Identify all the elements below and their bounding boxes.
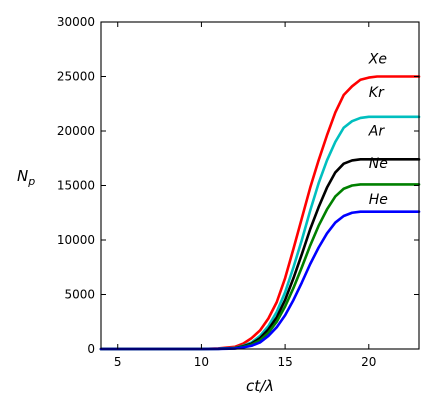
series-line-kr bbox=[99, 115, 421, 351]
series-label-he: He bbox=[369, 192, 388, 208]
y-axis-label: Np bbox=[17, 167, 35, 188]
y-tick-label: 25000 bbox=[57, 70, 95, 84]
y-tick-label: 5000 bbox=[64, 288, 95, 302]
x-tick-label: 10 bbox=[194, 355, 209, 369]
y-tick-label: 0 bbox=[87, 342, 95, 356]
series-layer bbox=[99, 75, 421, 351]
y-tick-label: 20000 bbox=[57, 124, 95, 138]
series-label-xe: Xe bbox=[368, 51, 387, 67]
x-tick-label: 20 bbox=[361, 355, 376, 369]
series-line-ar bbox=[99, 158, 421, 351]
y-tick-label: 10000 bbox=[57, 233, 95, 247]
x-axis-label: ct/λ bbox=[246, 377, 274, 395]
axes-layer: 5 10 15 20 0 5000 10000 15000 20000 25000 30000 bbox=[57, 15, 420, 369]
labels-layer: Xe Kr Ar Ne He bbox=[368, 51, 388, 208]
series-label-ar: Ar bbox=[368, 123, 386, 139]
y-tick-label: 15000 bbox=[57, 179, 95, 193]
series-label-ne: Ne bbox=[369, 156, 388, 172]
y-tick-label: 30000 bbox=[57, 15, 95, 29]
series-line-xe bbox=[99, 75, 421, 351]
x-tick-label: 15 bbox=[277, 355, 292, 369]
series-label-kr: Kr bbox=[369, 85, 385, 101]
series-line-ne bbox=[99, 183, 421, 351]
x-tick-label: 5 bbox=[114, 355, 122, 369]
series-line-he bbox=[99, 210, 421, 351]
